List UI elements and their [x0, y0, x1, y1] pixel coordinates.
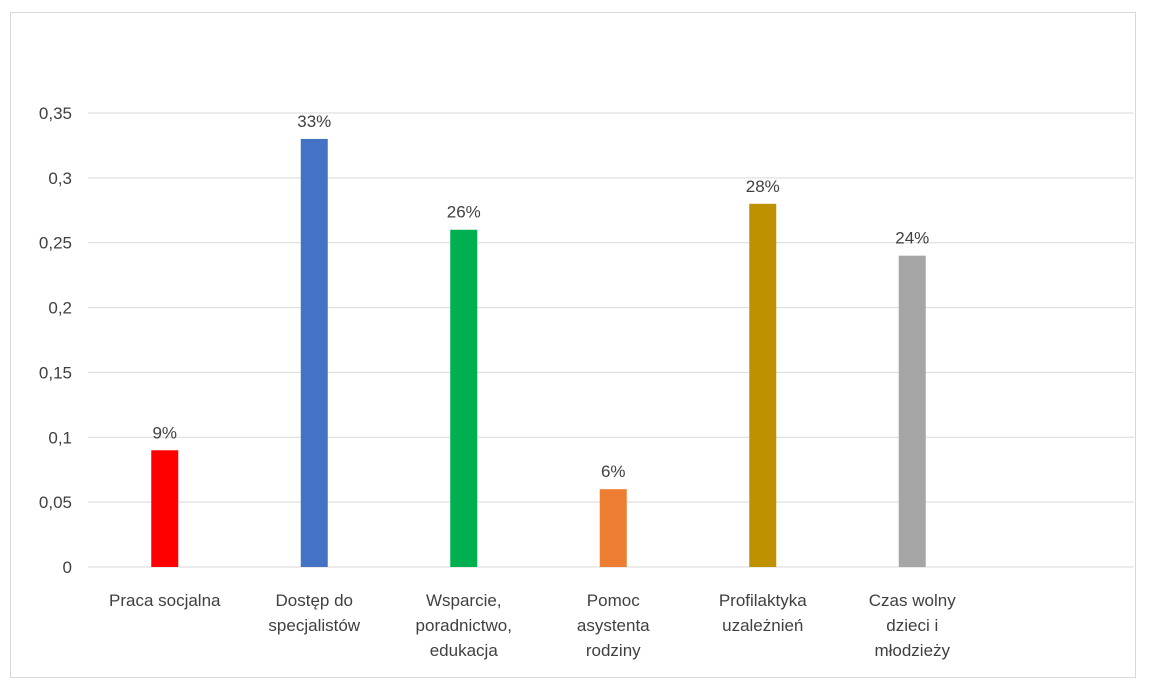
- category-label: Pomoc: [587, 591, 640, 610]
- bar: [151, 450, 179, 567]
- category-label: dzieci i: [886, 616, 938, 635]
- category-label: poradnictwo,: [416, 616, 512, 635]
- data-label: 28%: [746, 177, 780, 196]
- y-tick-label: 0,25: [39, 234, 72, 253]
- category-label: Profilaktyka: [719, 591, 807, 610]
- y-tick-label: 0,35: [39, 104, 72, 123]
- bars: [151, 138, 926, 568]
- category-label: uzależnień: [722, 616, 803, 635]
- data-labels: 9% 33% 26% 6% 28% 24%: [152, 112, 929, 481]
- y-tick-label: 0: [63, 558, 72, 577]
- data-label: 24%: [895, 229, 929, 248]
- y-tick-label: 0,2: [48, 299, 72, 318]
- y-tick-label: 0,05: [39, 493, 72, 512]
- category-label: Dostęp do: [276, 591, 354, 610]
- bar: [450, 229, 478, 567]
- category-label: Czas wolny: [869, 591, 956, 610]
- data-label: 33%: [297, 112, 331, 131]
- category-label: specjalistów: [268, 616, 360, 635]
- data-label: 6%: [601, 462, 626, 481]
- gridlines: [88, 112, 1134, 568]
- bar: [300, 138, 328, 567]
- y-tick-label: 0,1: [48, 428, 72, 447]
- y-axis-tick-labels: 0 0,05 0,1 0,15 0,2 0,25 0,3 0,35: [39, 104, 72, 577]
- y-tick-label: 0,3: [48, 169, 72, 188]
- data-label: 26%: [447, 203, 481, 222]
- bar: [749, 203, 777, 568]
- category-label: Wsparcie,: [426, 591, 502, 610]
- bar: [599, 489, 627, 567]
- category-label: edukacja: [430, 641, 499, 660]
- data-label: 9%: [152, 423, 177, 442]
- category-label: Praca socjalna: [109, 591, 221, 610]
- y-tick-label: 0,15: [39, 363, 72, 382]
- category-label: młodzieży: [874, 641, 950, 660]
- bar: [898, 255, 926, 567]
- category-labels: Praca socjalna Dostęp do specjalistów Wspar…: [109, 591, 956, 660]
- category-label: rodziny: [586, 641, 641, 660]
- category-label: asystenta: [577, 616, 650, 635]
